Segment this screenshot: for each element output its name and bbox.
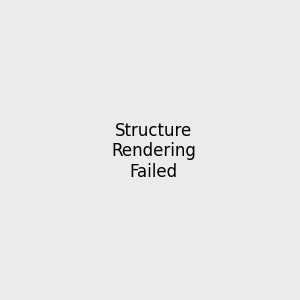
Text: Structure
Rendering
Failed: Structure Rendering Failed <box>111 122 196 181</box>
